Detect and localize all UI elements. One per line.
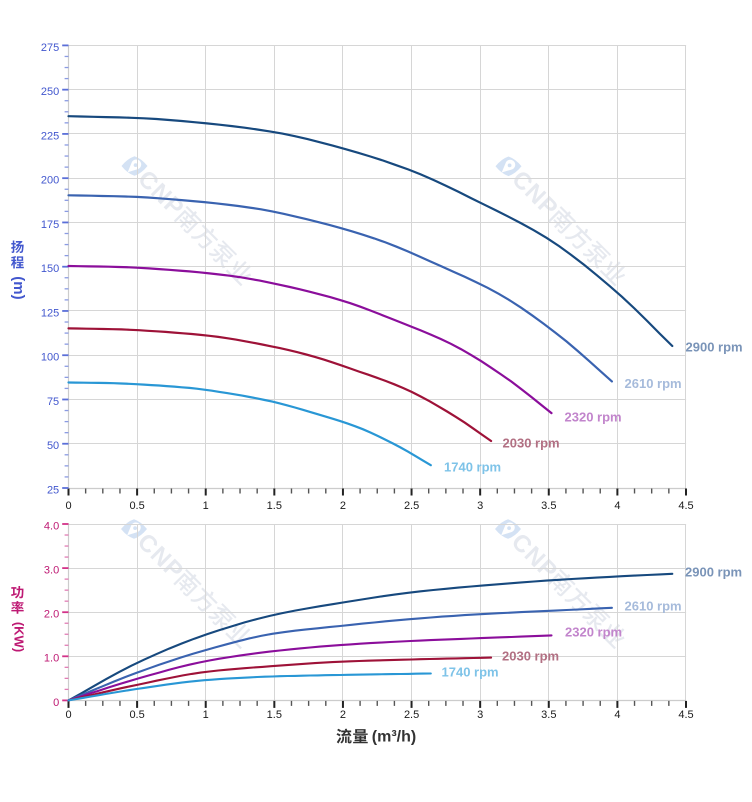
svg-text:100: 100 — [41, 352, 59, 364]
svg-text:2610 rpm: 2610 rpm — [625, 376, 682, 391]
svg-text:0: 0 — [53, 697, 59, 709]
svg-text:4.5: 4.5 — [678, 709, 693, 721]
svg-text:2610 rpm: 2610 rpm — [625, 599, 682, 614]
svg-text:2.5: 2.5 — [404, 500, 419, 512]
svg-text:50: 50 — [47, 440, 59, 452]
svg-text:3.0: 3.0 — [44, 565, 59, 577]
svg-text:2: 2 — [340, 709, 346, 721]
svg-text:2320 rpm: 2320 rpm — [565, 625, 622, 640]
svg-text:2030 rpm: 2030 rpm — [503, 436, 560, 451]
svg-text:0: 0 — [65, 709, 71, 721]
svg-text:225: 225 — [41, 130, 59, 142]
svg-text:1.5: 1.5 — [267, 500, 282, 512]
svg-text:1: 1 — [203, 709, 209, 721]
svg-text:2: 2 — [340, 500, 346, 512]
svg-text:250: 250 — [41, 86, 59, 98]
svg-text:1740 rpm: 1740 rpm — [442, 665, 499, 680]
svg-text:1.0: 1.0 — [44, 653, 59, 665]
svg-text:4.5: 4.5 — [678, 500, 693, 512]
svg-text:175: 175 — [41, 219, 59, 231]
svg-text:1.5: 1.5 — [267, 709, 282, 721]
svg-text:25: 25 — [47, 484, 59, 496]
svg-text:2030 rpm: 2030 rpm — [502, 649, 559, 664]
svg-text:125: 125 — [41, 307, 59, 319]
svg-text:2.5: 2.5 — [404, 709, 419, 721]
svg-text:75: 75 — [47, 396, 59, 408]
svg-text:3: 3 — [477, 709, 483, 721]
svg-text:0: 0 — [65, 500, 71, 512]
svg-text:2320 rpm: 2320 rpm — [565, 410, 622, 425]
svg-text:1740 rpm: 1740 rpm — [444, 460, 501, 475]
svg-text:4: 4 — [614, 500, 620, 512]
svg-text:0.5: 0.5 — [129, 500, 144, 512]
svg-text:3.5: 3.5 — [541, 709, 556, 721]
svg-text:275: 275 — [41, 42, 59, 54]
svg-text:3.5: 3.5 — [541, 500, 556, 512]
svg-text:2900 rpm: 2900 rpm — [685, 565, 742, 580]
svg-text:150: 150 — [41, 263, 59, 275]
svg-text:(m³/h): (m³/h) — [372, 729, 416, 746]
svg-text:4: 4 — [614, 709, 620, 721]
svg-text:(KW): (KW) — [12, 622, 27, 652]
svg-text:(m): (m) — [10, 276, 27, 299]
svg-text:2.0: 2.0 — [44, 609, 59, 621]
svg-text:0.5: 0.5 — [129, 709, 144, 721]
svg-text:3: 3 — [477, 500, 483, 512]
svg-text:1: 1 — [203, 500, 209, 512]
svg-text:2900 rpm: 2900 rpm — [686, 340, 743, 355]
svg-text:200: 200 — [41, 175, 59, 187]
svg-text:4.0: 4.0 — [44, 520, 59, 532]
